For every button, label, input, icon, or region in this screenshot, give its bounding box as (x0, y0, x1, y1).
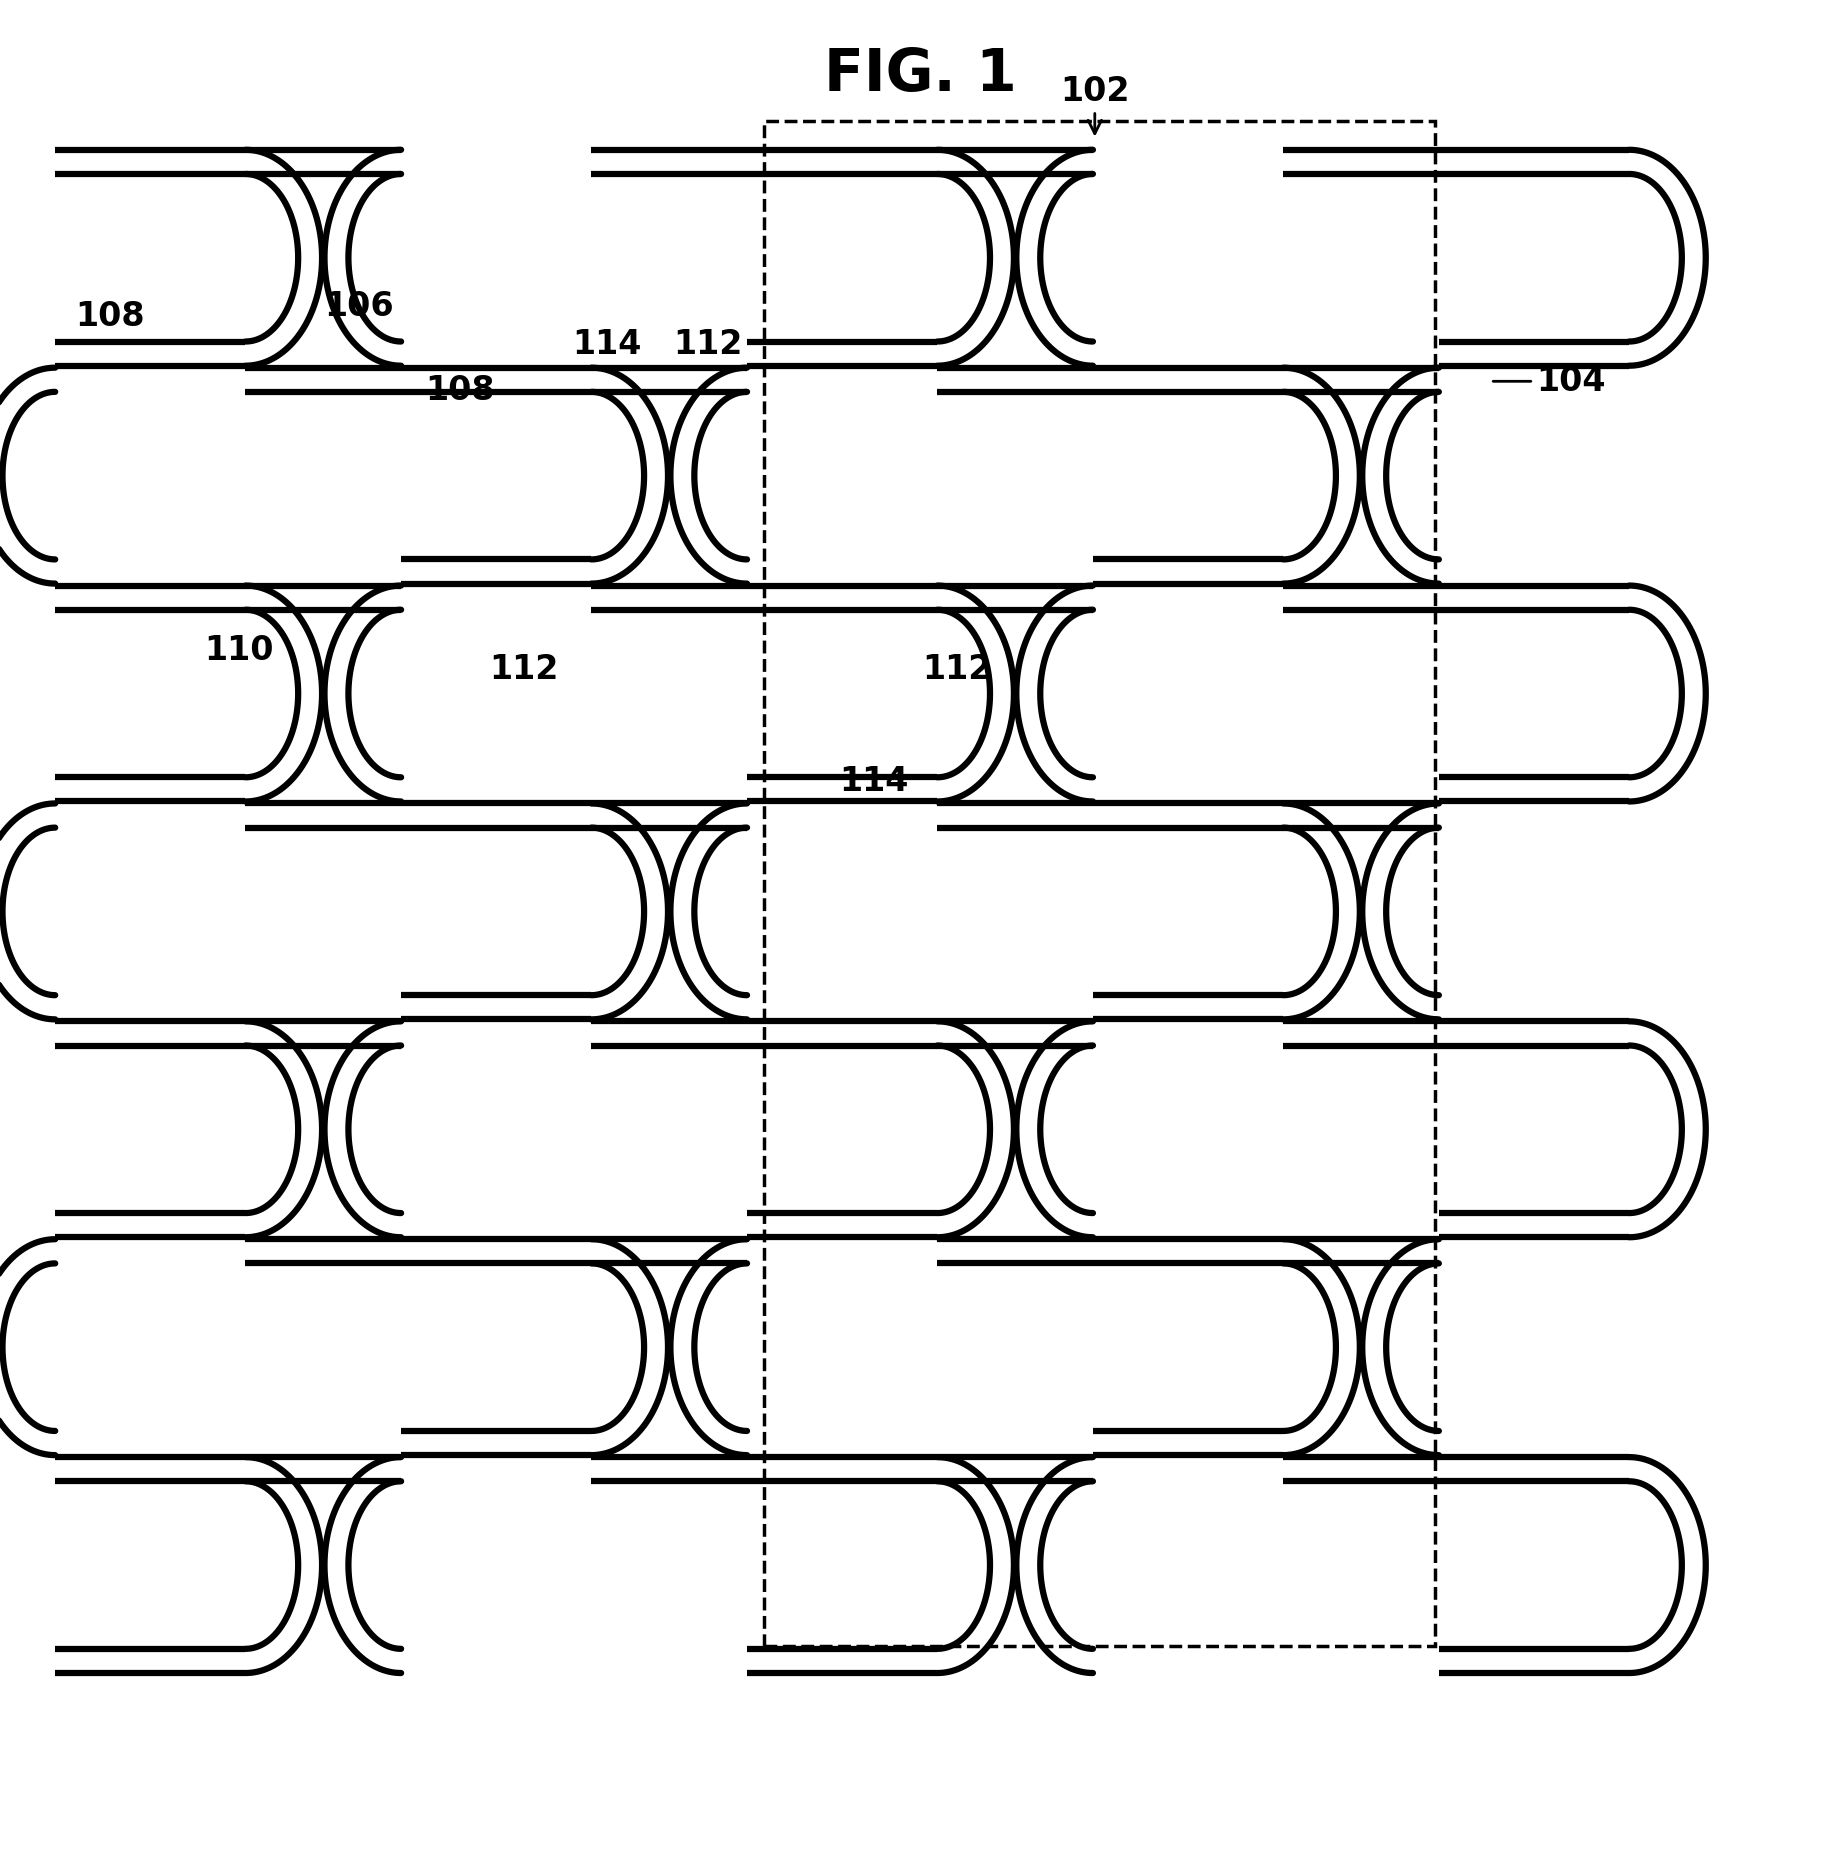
Text: 104: 104 (1493, 365, 1605, 398)
Text: 112: 112 (673, 327, 743, 361)
Text: 112: 112 (921, 653, 991, 686)
Text: 114: 114 (839, 764, 908, 798)
Text: 108: 108 (75, 299, 145, 333)
Text: 114: 114 (572, 327, 642, 361)
Text: 106: 106 (324, 290, 394, 324)
Text: 110: 110 (204, 634, 274, 668)
Bar (763, 121, 1434, 1646)
Text: 112: 112 (489, 653, 559, 686)
Text: 108: 108 (425, 374, 495, 407)
Text: 102: 102 (1059, 74, 1129, 134)
Text: FIG. 1: FIG. 1 (824, 46, 1015, 104)
